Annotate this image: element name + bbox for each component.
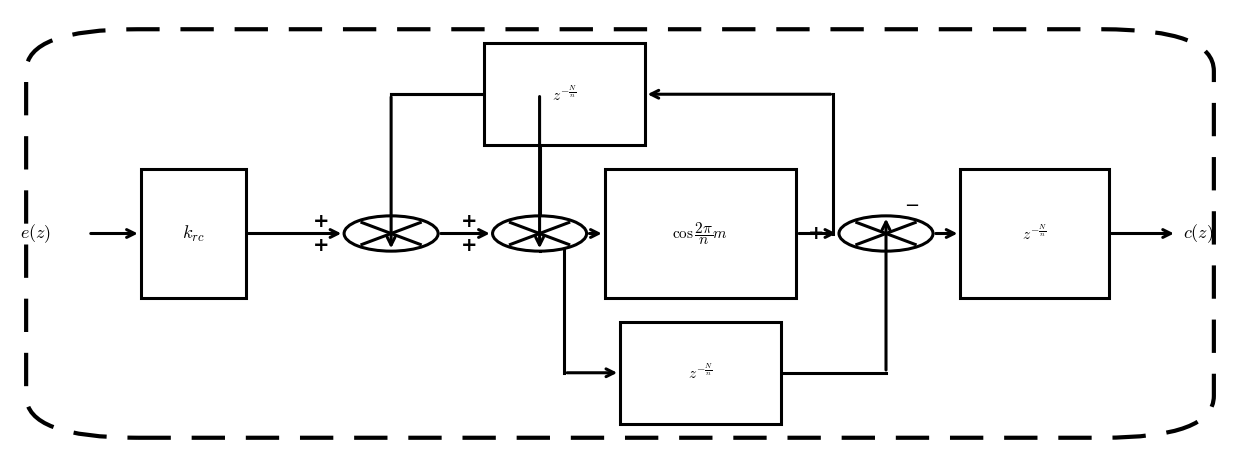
Text: $z^{-\frac{N}{n}}$: $z^{-\frac{N}{n}}$ bbox=[688, 363, 713, 382]
Text: $-$: $-$ bbox=[904, 195, 919, 213]
Circle shape bbox=[343, 216, 438, 251]
Text: $e(z)$: $e(z)$ bbox=[20, 222, 51, 245]
Text: +: + bbox=[461, 212, 477, 231]
Text: $c(z)$: $c(z)$ bbox=[1183, 222, 1214, 245]
Text: $\cos\dfrac{2\pi}{n}m$: $\cos\dfrac{2\pi}{n}m$ bbox=[672, 220, 728, 247]
Circle shape bbox=[839, 216, 932, 251]
Text: $z^{-\frac{N}{n}}$: $z^{-\frac{N}{n}}$ bbox=[1022, 224, 1047, 243]
Bar bbox=[960, 169, 1109, 298]
Text: +: + bbox=[807, 224, 825, 243]
Bar bbox=[484, 43, 645, 145]
Text: $z^{-\frac{N}{n}}$: $z^{-\frac{N}{n}}$ bbox=[552, 85, 577, 104]
Bar bbox=[620, 322, 781, 424]
Text: $k_{rc}$: $k_{rc}$ bbox=[182, 224, 205, 243]
Bar bbox=[140, 169, 246, 298]
Text: +: + bbox=[312, 212, 330, 231]
Bar bbox=[605, 169, 796, 298]
Circle shape bbox=[492, 216, 587, 251]
Text: +: + bbox=[312, 236, 330, 255]
Text: +: + bbox=[461, 236, 477, 255]
